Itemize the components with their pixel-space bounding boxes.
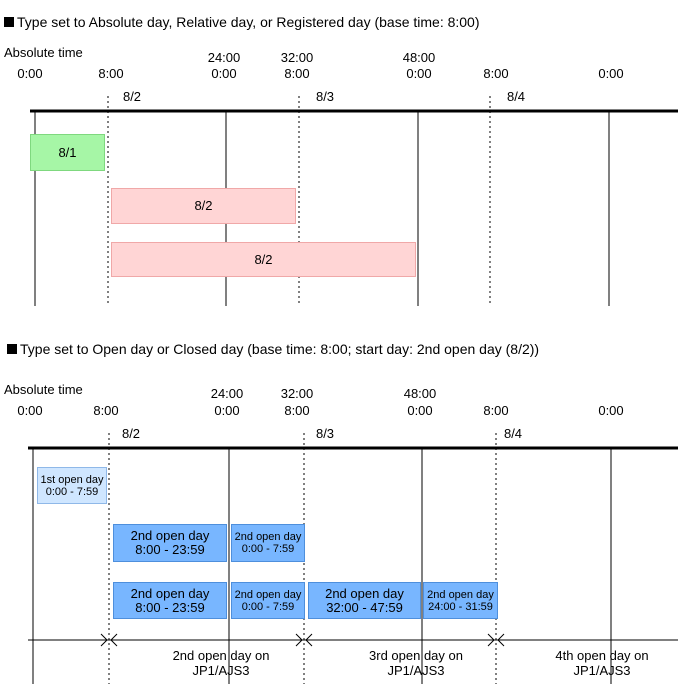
- open-day-range-label: 2nd open day on JP1/AJS3: [173, 648, 270, 678]
- top-time-label: 24:00: [210, 386, 244, 401]
- top-time-label: 48:00: [403, 386, 437, 401]
- time-label: 8:00: [483, 66, 509, 81]
- square-bullet-icon: [4, 17, 14, 27]
- top-time-label: 24:00: [207, 50, 241, 65]
- section2-title-text: Type set to Open day or Closed day (base…: [20, 341, 540, 357]
- range-label-line: JP1/AJS3: [192, 663, 250, 678]
- time-label: 8:00: [93, 403, 119, 418]
- range-label-line: 4th open day on: [555, 648, 649, 663]
- open-day-bar-range: 32:00 - 47:59: [326, 599, 403, 615]
- open-day-bar-title: 2nd open day: [325, 585, 404, 601]
- time-label: 8:00: [284, 403, 310, 418]
- time-label: 0:00: [407, 403, 433, 418]
- time-label: 8:00: [483, 403, 509, 418]
- date-label: 8/4: [503, 426, 523, 441]
- square-bullet-icon: [7, 344, 17, 354]
- time-label: 8:00: [98, 66, 124, 81]
- time-label: 0:00: [598, 403, 624, 418]
- open-day-bar: 2nd open day 8:00 - 23:59: [113, 582, 227, 619]
- day-bar-label: 8/2: [254, 251, 273, 267]
- open-day-bar-title: 2nd open day: [427, 588, 494, 601]
- open-day-bar-title: 2nd open day: [234, 588, 302, 601]
- top-time-label: 32:00: [280, 50, 314, 65]
- date-label: 8/2: [122, 89, 142, 104]
- day-bar-label: 8/2: [194, 198, 213, 213]
- time-label: 0:00: [17, 66, 43, 81]
- date-label: 8/2: [121, 426, 141, 441]
- time-label: 0:00: [214, 403, 240, 418]
- range-label-line: 3rd open day on: [369, 648, 463, 663]
- date-label: 8/4: [506, 89, 526, 104]
- open-day-bar-title: 2nd open day: [130, 528, 210, 543]
- section1-title-text: Type set to Absolute day, Relative day, …: [17, 14, 480, 30]
- date-label: 8/3: [315, 89, 335, 104]
- open-day-range-label: 3rd open day on JP1/AJS3: [369, 648, 463, 678]
- time-label: 0:00: [211, 66, 237, 81]
- open-day-bar: 2nd open day 32:00 - 47:59: [308, 582, 421, 619]
- day-bar: 8/2: [111, 242, 416, 277]
- open-day-bar-range: 0:00 - 7:59: [45, 485, 99, 498]
- open-day-bar-range: 8:00 - 23:59: [135, 542, 205, 557]
- top-time-label: 32:00: [280, 386, 314, 401]
- range-label-line: 2nd open day on: [172, 648, 270, 663]
- day-bar-label: 8/1: [58, 144, 77, 160]
- open-day-bar: 2nd open day 0:00 - 7:59: [231, 524, 305, 562]
- day-bar: 8/2: [111, 188, 296, 224]
- day-bar: 8/1: [30, 134, 105, 171]
- open-day-bar-range: 0:00 - 7:59: [241, 600, 295, 613]
- open-day-bar: 2nd open day 24:00 - 31:59: [423, 582, 498, 619]
- open-day-bar: 2nd open day 8:00 - 23:59: [113, 524, 227, 562]
- section1-title: Type set to Absolute day, Relative day, …: [4, 14, 480, 30]
- open-day-bar-range: 24:00 - 31:59: [428, 600, 493, 613]
- date-label: 8/3: [315, 426, 335, 441]
- open-day-bar-title: 2nd open day: [234, 531, 302, 543]
- open-day-bar: 1st open day 0:00 - 7:59: [37, 467, 107, 504]
- section2-title: Type set to Open day or Closed day (base…: [7, 341, 539, 357]
- top-time-label: 48:00: [402, 50, 436, 65]
- time-label: 8:00: [284, 66, 310, 81]
- open-day-range-label: 4th open day on JP1/AJS3: [555, 648, 648, 678]
- open-day-bar-range: 0:00 - 7:59: [241, 543, 295, 555]
- time-label: 0:00: [17, 403, 43, 418]
- time-label: 0:00: [406, 66, 432, 81]
- open-day-bar: 2nd open day 0:00 - 7:59: [231, 582, 305, 619]
- time-label: 0:00: [598, 66, 624, 81]
- range-label-line: JP1/AJS3: [573, 663, 631, 678]
- range-label-line: JP1/AJS3: [387, 663, 445, 678]
- open-day-bar-title: 1st open day: [40, 473, 104, 486]
- axis-label: Absolute time: [4, 382, 83, 397]
- open-day-bar-title: 2nd open day: [130, 585, 210, 601]
- range-markers: [100, 633, 505, 647]
- open-day-bar-range: 8:00 - 23:59: [135, 599, 205, 615]
- axis-label: Absolute time: [4, 45, 83, 60]
